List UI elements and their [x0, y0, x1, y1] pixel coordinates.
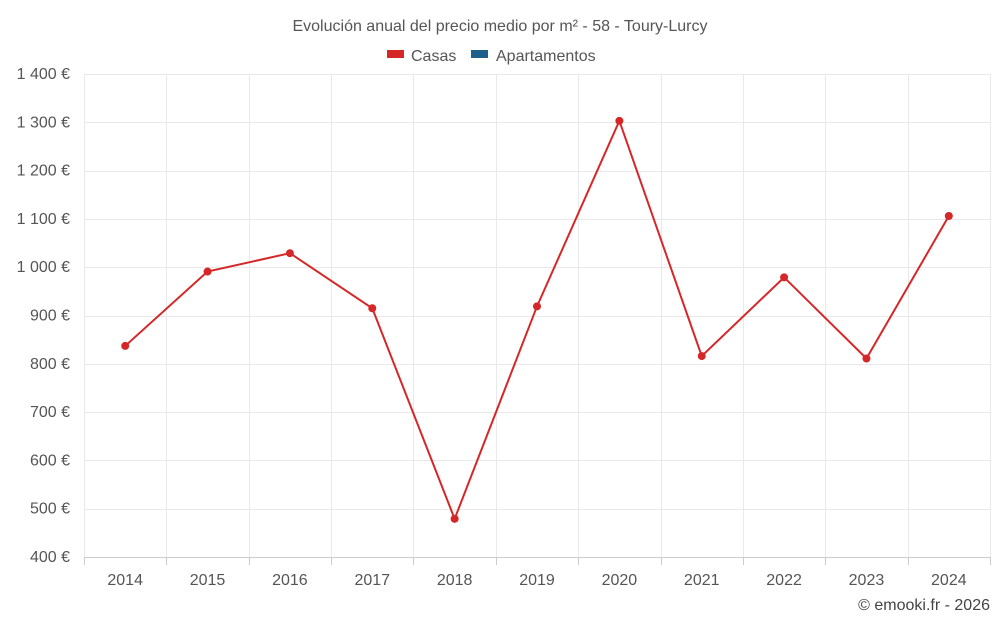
data-point[interactable]	[862, 354, 871, 363]
x-tick-label: 2023	[849, 572, 885, 589]
y-tick-label: 900 €	[30, 308, 70, 325]
data-point[interactable]	[944, 212, 953, 221]
data-point[interactable]	[533, 302, 541, 311]
y-tick-label: 1 000 €	[17, 259, 70, 276]
data-point[interactable]	[615, 116, 624, 125]
chart-title: Evolución anual del precio medio por m² …	[292, 18, 707, 35]
y-tick-label: 1 200 €	[17, 163, 70, 180]
x-tick-label: 2016	[272, 572, 308, 589]
data-point[interactable]	[450, 514, 459, 523]
y-tick-label: 1 400 €	[17, 66, 70, 83]
data-point[interactable]	[368, 304, 377, 313]
x-tick-label: 2014	[107, 572, 143, 589]
x-tick-label: 2019	[519, 572, 555, 589]
credit-text: © emooki.fr - 2026	[858, 597, 990, 614]
series-casas	[121, 116, 953, 523]
x-tick-label: 2022	[766, 572, 802, 589]
x-tick-label: 2024	[931, 572, 967, 589]
y-tick-label: 1 300 €	[17, 114, 70, 131]
x-tick-label: 2018	[437, 572, 473, 589]
legend-label-apartamentos: Apartamentos	[496, 48, 596, 65]
data-point[interactable]	[285, 249, 294, 258]
x-tick-label: 2021	[684, 572, 720, 589]
legend-label-casas: Casas	[411, 48, 456, 65]
y-tick-label: 1 100 €	[17, 211, 70, 228]
y-tick-label: 500 €	[30, 501, 70, 518]
x-tick-label: 2020	[602, 572, 638, 589]
data-point[interactable]	[780, 273, 789, 282]
data-point[interactable]	[203, 267, 212, 276]
grid	[84, 74, 991, 557]
legend-swatch-apartamentos	[471, 50, 488, 58]
y-tick-label: 800 €	[30, 356, 70, 373]
x-tick-label: 2015	[190, 572, 226, 589]
y-tick-label: 700 €	[30, 404, 70, 421]
legend-item-casas[interactable]: Casas	[387, 48, 456, 65]
x-tick-label: 2017	[354, 572, 390, 589]
data-point[interactable]	[697, 352, 706, 361]
legend-item-apartamentos[interactable]: Apartamentos	[471, 48, 596, 65]
legend: Casas Apartamentos	[387, 48, 596, 65]
x-axis-ticks: 2014 2015 2016 2017 2018 2019 2020 2021 2022 2023…	[84, 557, 991, 589]
y-tick-label: 600 €	[30, 452, 70, 469]
legend-swatch-casas	[387, 50, 404, 58]
y-tick-label: 400 €	[30, 549, 70, 566]
data-point[interactable]	[121, 341, 130, 350]
y-axis-ticks: 400 € 500 € 600 € 700 € 800 € 900 € 1 000 € 1 1…	[17, 66, 70, 566]
